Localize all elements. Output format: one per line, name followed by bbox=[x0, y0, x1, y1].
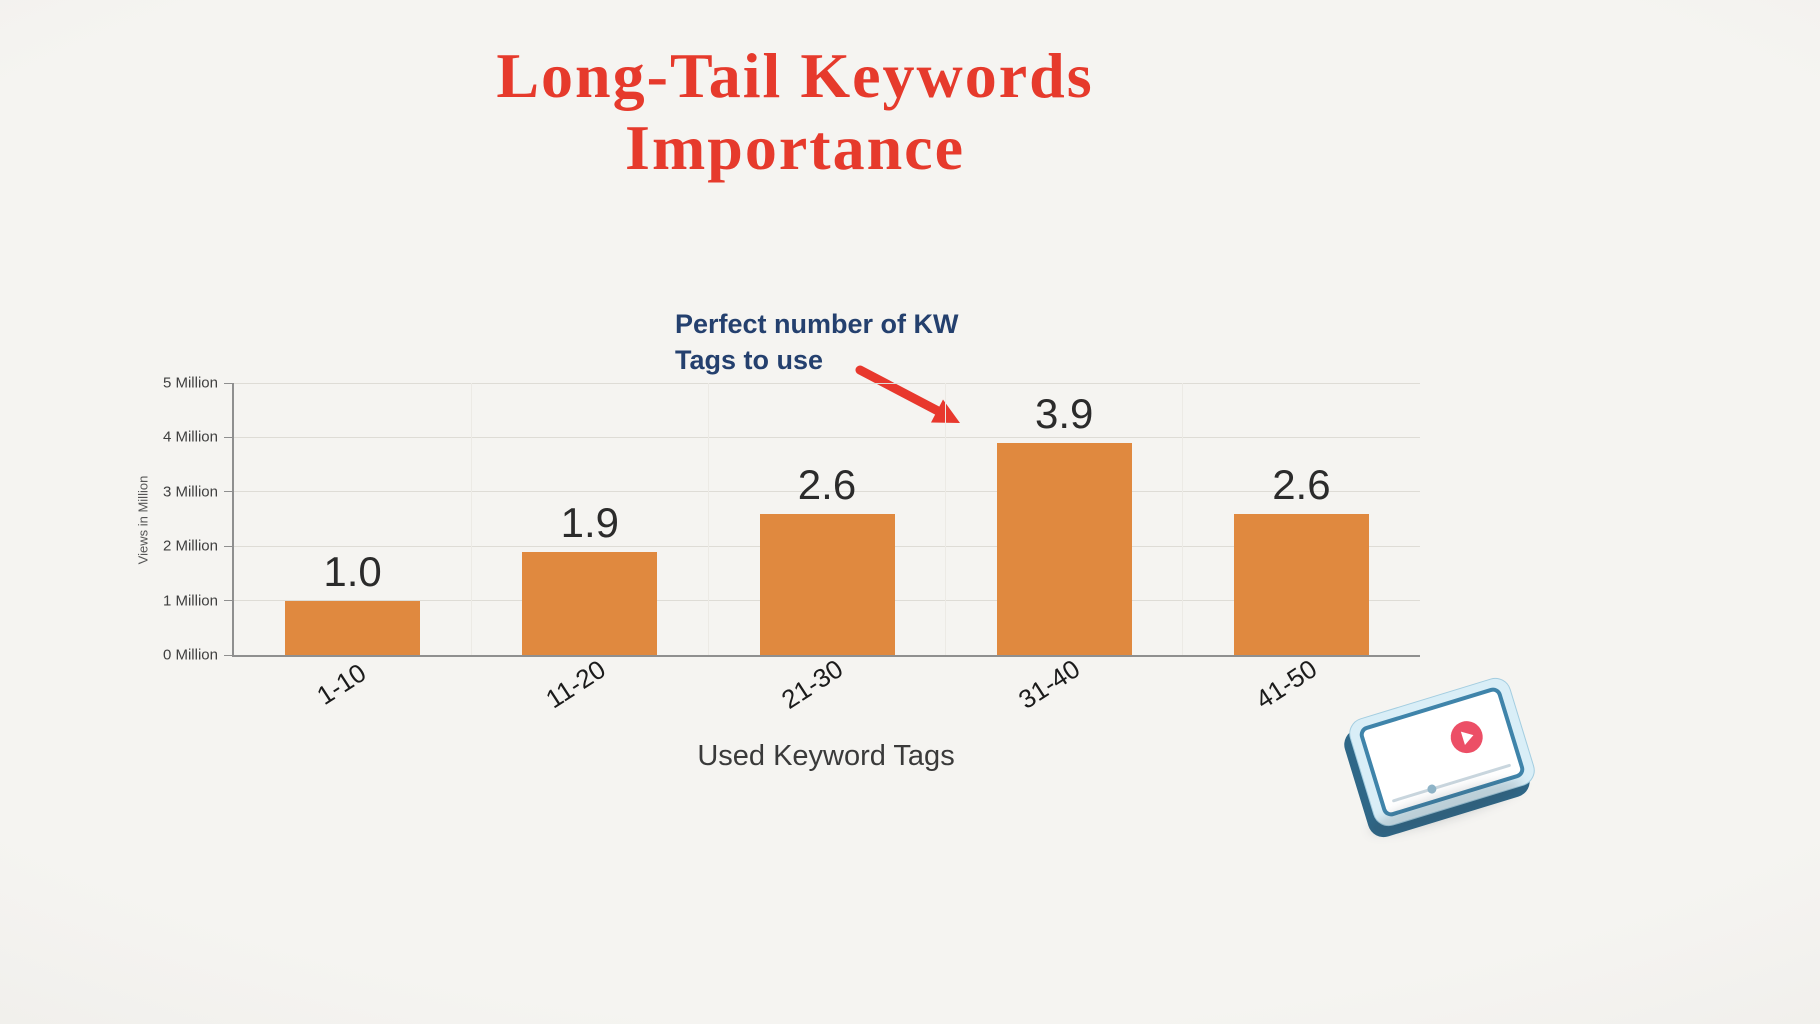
bar-chart-plot-area: 0 Million 1 Million 2 Million 3 Million 4 Mi… bbox=[163, 375, 1420, 715]
bar-value-label: 1.0 bbox=[323, 547, 382, 595]
x-axis-title: Used Keyword Tags bbox=[697, 740, 955, 772]
gridline bbox=[470, 383, 472, 655]
y-tick-label: 1 Million bbox=[162, 592, 218, 610]
page-title: Long-Tail Keywords Importance bbox=[0, 40, 1590, 184]
y-axis-tick bbox=[224, 436, 232, 438]
bar-11-20 bbox=[522, 551, 658, 655]
bar-41-50 bbox=[1233, 513, 1369, 655]
video-player-illustration bbox=[1340, 673, 1548, 842]
play-button-icon bbox=[1446, 717, 1487, 758]
y-axis-tick bbox=[224, 545, 232, 547]
y-tick-label: 0 Million bbox=[162, 646, 218, 664]
bar-value-label: 2.6 bbox=[797, 460, 857, 508]
page-title-line1: Long-Tail Keywords bbox=[496, 40, 1094, 111]
x-tick-label: 1-10 bbox=[310, 657, 371, 711]
video-screen bbox=[1357, 685, 1527, 819]
bar-31-40 bbox=[996, 442, 1132, 655]
bar-1-10 bbox=[285, 600, 421, 655]
y-axis-tick bbox=[224, 382, 232, 384]
page-title-line2: Importance bbox=[625, 112, 965, 183]
gridline bbox=[234, 382, 1420, 384]
gridline bbox=[234, 491, 1420, 493]
y-tick-label: 2 Million bbox=[162, 537, 218, 555]
x-tick-label: 21-30 bbox=[776, 653, 849, 715]
bar-value-label: 1.9 bbox=[560, 498, 619, 546]
bar-21-30 bbox=[759, 513, 895, 655]
y-axis-tick bbox=[224, 491, 232, 493]
progress-dot bbox=[1426, 783, 1438, 795]
y-axis-tick bbox=[224, 654, 232, 656]
gridline bbox=[1182, 383, 1184, 655]
y-axis-tick bbox=[224, 600, 232, 602]
bar-value-label: 2.6 bbox=[1272, 460, 1331, 508]
gridline bbox=[234, 436, 1420, 438]
gridline bbox=[945, 383, 947, 655]
video-progress-bar bbox=[1391, 763, 1512, 803]
x-tick-label: 11-20 bbox=[540, 653, 611, 715]
annotation-line2: Tags to use bbox=[675, 345, 824, 375]
chart-annotation: Perfect number of KW Tags to use bbox=[675, 306, 959, 378]
tablet-body bbox=[1340, 673, 1539, 842]
y-tick-label: 4 Million bbox=[162, 428, 218, 446]
y-tick-label: 5 Million bbox=[162, 374, 218, 392]
x-tick-label: 41-50 bbox=[1250, 653, 1323, 715]
annotation-line1: Perfect number of KW bbox=[675, 309, 959, 339]
gridline bbox=[707, 383, 709, 655]
y-tick-label: 3 Million bbox=[162, 483, 218, 501]
y-axis-title: Views in Million bbox=[135, 475, 151, 565]
x-tick-label: 31-40 bbox=[1013, 653, 1086, 715]
bar-value-label: 3.9 bbox=[1034, 389, 1094, 437]
